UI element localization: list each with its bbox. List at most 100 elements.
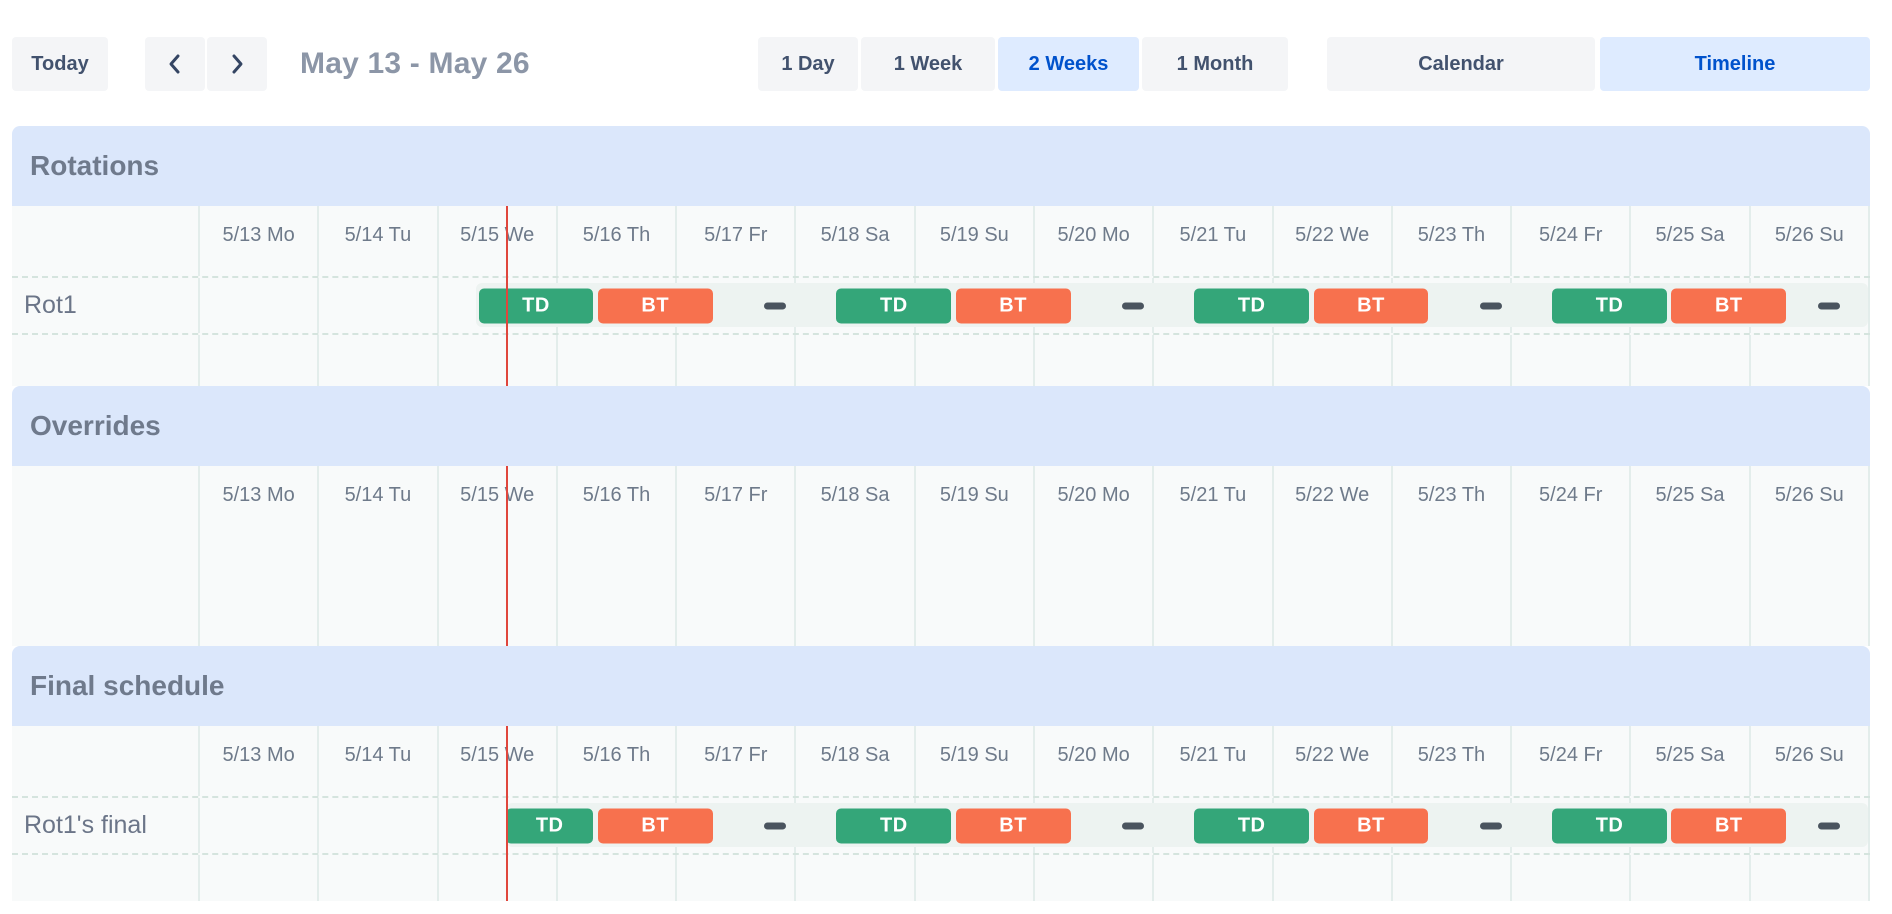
view-2-weeks-button[interactable]: 2 Weeks [998,37,1139,91]
grid-cell [677,855,797,901]
shift-bar-td[interactable]: TD [1194,288,1310,323]
day-column-11: 5/24 Fr [1512,726,1632,796]
day-column-10: 5/23 Th [1393,466,1513,536]
shift-bar-td[interactable]: TD [836,288,952,323]
overrides-grid: 5/13 Mo 5/14 Tu 5/15 We 5/16 Th 5/17 Fr 5/18 … [12,466,1870,646]
day-column-0: 5/13 Mo [200,206,320,276]
day-label: 5/24 Fr [1539,484,1603,506]
grid-cell [916,536,1035,646]
no-coverage-dash [1479,822,1502,829]
day-label: 5/23 Th [1417,484,1486,506]
shift-bar-bt[interactable]: BT [1313,808,1429,843]
day-column-9: 5/22 We [1274,206,1393,276]
grid-cell [1631,855,1751,901]
next-button[interactable] [207,37,267,91]
day-column-11: 5/24 Fr [1512,466,1632,536]
shift-bar-td[interactable]: TD [1552,808,1667,843]
day-column-12: 5/25 Sa [1631,726,1751,796]
shift-bar-bt[interactable]: BT [955,288,1071,323]
view-1-day-button[interactable]: 1 Day [758,37,858,91]
label-column-spacer [12,726,200,796]
day-column-7: 5/20 Mo [1035,206,1155,276]
view-1-week-button[interactable]: 1 Week [861,37,995,91]
day-label: 5/13 Mo [222,224,295,246]
day-label: 5/19 Su [939,744,1009,766]
grid-cell [319,278,439,333]
grid-cell [1631,536,1751,646]
day-column-0: 5/13 Mo [200,726,320,796]
grid-cell [796,855,916,901]
grid-cell [1154,855,1274,901]
rotation-label-cell: Rot1 [12,278,200,333]
day-label: 5/21 Tu [1179,484,1247,506]
grid-cell [1035,855,1155,901]
no-coverage-dash [763,822,786,829]
no-coverage-dash [1818,822,1841,829]
overrides-header-band: Overrides [12,386,1870,466]
view-1-month-button[interactable]: 1 Month [1142,37,1288,91]
shift-bar-bt[interactable]: BT [1671,808,1787,843]
grid-cell [916,335,1035,386]
date-range-title: May 13 - May 26 [300,47,530,80]
shift-bar-bt[interactable]: BT [1313,288,1429,323]
day-label: 5/15 We [460,484,535,506]
grid-cell [558,536,678,646]
prev-button[interactable] [145,37,205,91]
grid-cell [1751,798,1870,853]
day-label: 5/20 Mo [1057,224,1130,246]
grid-cell [1274,536,1393,646]
mode-calendar-button[interactable]: Calendar [1327,37,1595,91]
day-label: 5/16 Th [582,224,651,246]
final-rotation-row: Rot1's final TD BT TD BT TD BT TD BT [12,796,1870,855]
no-coverage-dash [1121,822,1144,829]
grid-cell [1512,335,1632,386]
day-label: 5/21 Tu [1179,224,1247,246]
grid-cell [200,536,320,646]
day-label: 5/16 Th [582,744,651,766]
shift-bar-bt[interactable]: BT [1671,288,1787,323]
section-rotations: Rotations 5/13 Mo 5/14 Tu 5/15 We 5/16 Th 5/… [12,126,1870,386]
shift-bar-td[interactable]: TD [1552,288,1667,323]
shift-bar-td[interactable]: TD [505,808,594,843]
shift-bar-bt[interactable]: BT [597,288,713,323]
day-column-5: 5/18 Sa [796,726,916,796]
day-column-7: 5/20 Mo [1035,726,1155,796]
day-column-1: 5/14 Tu [319,466,439,536]
today-button[interactable]: Today [12,37,108,91]
shift-bar-td[interactable]: TD [1194,808,1310,843]
day-column-11: 5/24 Fr [1512,206,1632,276]
shift-bar-bt[interactable]: BT [597,808,713,843]
grid-cell [439,536,558,646]
grid-cell [439,335,558,386]
grid-cell [319,855,439,901]
rotation-name: Rot1's final [24,811,147,839]
day-column-6: 5/19 Su [916,726,1035,796]
day-column-9: 5/22 We [1274,726,1393,796]
grid-cell [1274,855,1393,901]
day-label: 5/20 Mo [1057,484,1130,506]
empty-row [12,335,1870,386]
grid-cell [439,855,558,901]
rotation-label-cell: Rot1's final [12,798,200,853]
day-label: 5/24 Fr [1539,744,1603,766]
mode-timeline-button[interactable]: Timeline [1600,37,1870,91]
shift-bar-bt[interactable]: BT [955,808,1071,843]
shift-bar-td[interactable]: TD [478,288,594,323]
no-coverage-dash [1818,302,1841,309]
final-schedule-header-band: Final schedule [12,646,1870,726]
grid-cell [200,278,320,333]
grid-cell [1751,278,1870,333]
day-column-3: 5/16 Th [558,206,678,276]
final-schedule-grid: 5/13 Mo 5/14 Tu 5/15 We 5/16 Th 5/17 Fr 5/18 … [12,726,1870,901]
day-column-7: 5/20 Mo [1035,466,1155,536]
no-coverage-dash [1479,302,1502,309]
shift-bar-td[interactable]: TD [836,808,952,843]
section-title: Rotations [30,150,160,181]
rotation-name: Rot1 [24,291,77,319]
grid-cell [200,855,320,901]
grid-cell [1512,855,1632,901]
day-label: 5/13 Mo [222,744,295,766]
grid-cell [677,335,797,386]
no-coverage-dash [763,302,786,309]
rotations-header-band: Rotations [12,126,1870,206]
